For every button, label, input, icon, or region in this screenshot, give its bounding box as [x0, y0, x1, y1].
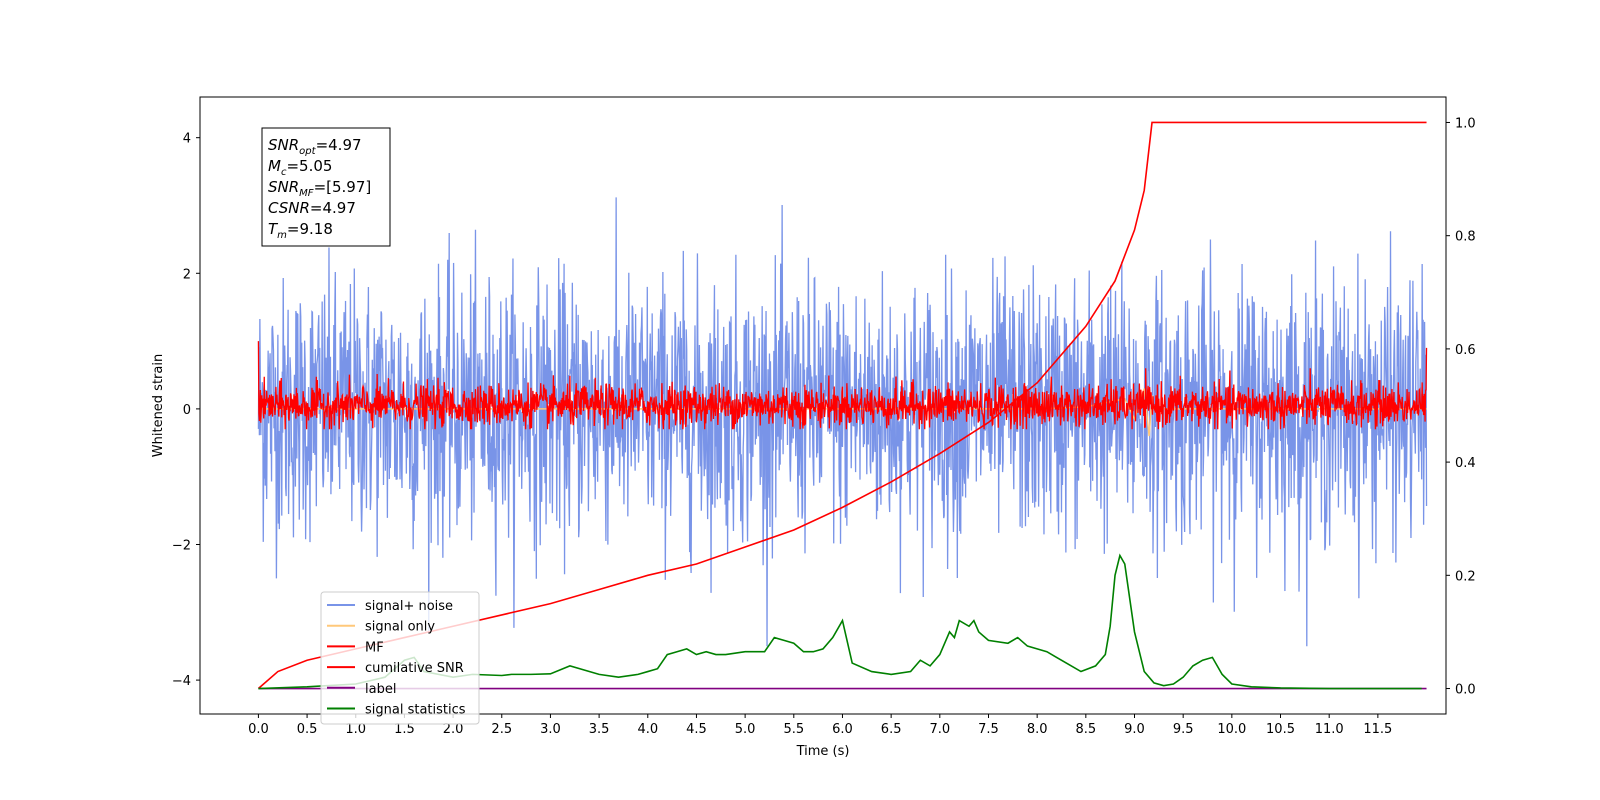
x-tick-label: 8.5	[1075, 722, 1096, 737]
y2-tick-label: 0.2	[1455, 569, 1476, 584]
x-tick-label: 0.0	[248, 722, 269, 737]
y-tick-label: 2	[183, 267, 191, 282]
series-mf	[257, 341, 1428, 430]
x-tick-label: 1.5	[394, 722, 415, 737]
annotation-line: CSNR=4.97	[268, 199, 356, 217]
x-tick-label: 3.0	[540, 722, 561, 737]
y-tick-label: −2	[172, 538, 191, 553]
x-tick-label: 2.5	[491, 722, 512, 737]
annotation-frame	[261, 127, 391, 247]
x-tick-label: 11.5	[1363, 722, 1392, 737]
y-axis-label: Whitened strain	[151, 354, 166, 457]
x-tick-label: 4.0	[637, 722, 658, 737]
annotation-line: Mc=5.05	[268, 157, 332, 178]
axes: 0.0 0.5 1.0 1.5 2.0 2.5 3.0 3.5 4.0 4.5 5.0 5.5 6.0 6…	[151, 96, 1476, 759]
annotation-line: SNRopt=4.97	[268, 136, 362, 157]
y2-tick-label: 0.0	[1455, 683, 1476, 698]
legend-frame	[320, 591, 480, 725]
x-tick-label: 7.0	[929, 722, 950, 737]
x-tick-label: 7.5	[978, 722, 999, 737]
x-tick-label: 10.0	[1217, 722, 1246, 737]
legend-entry: signal+ noise	[365, 599, 453, 614]
x-axis-label: Time (s)	[796, 744, 850, 759]
x-tick-label: 2.0	[443, 722, 464, 737]
series-signal-noise	[257, 197, 1428, 647]
x-tick-label: 10.5	[1266, 722, 1295, 737]
axes-frame	[199, 96, 1447, 715]
x-tick-label: 3.5	[589, 722, 610, 737]
y2-tick-label: 0.4	[1455, 456, 1476, 471]
y-tick-label: 0	[183, 403, 191, 418]
annotation-line: Tm=9.18	[268, 220, 333, 241]
y2-tick-label: 1.0	[1455, 116, 1476, 131]
legend-entry: signal statistics	[365, 703, 466, 718]
x-tick-label: 6.5	[881, 722, 902, 737]
x-tick-label: 9.5	[1173, 722, 1194, 737]
annotation-line: SNRMF=[5.97]	[268, 178, 371, 199]
x-tick-label: 0.5	[297, 722, 318, 737]
x-tick-label: 4.5	[686, 722, 707, 737]
x-tick-label: 11.0	[1315, 722, 1344, 737]
legend-entry: label	[365, 682, 396, 697]
x-tick-label: 6.0	[832, 722, 853, 737]
legend-entry: MF	[365, 640, 384, 655]
x-tick-label: 5.0	[735, 722, 756, 737]
x-tick-label: 8.0	[1027, 722, 1048, 737]
y2-tick-label: 0.6	[1455, 343, 1476, 358]
legend-entry: signal only	[365, 620, 435, 635]
legend: signal+ noise signal only MF cumilative SNR…	[320, 591, 480, 725]
series-signal-statistics	[258, 553, 1422, 690]
y2-tick-label: 0.8	[1455, 230, 1476, 245]
x-tick-label: 1.0	[345, 722, 366, 737]
x-tick-label: 5.5	[783, 722, 804, 737]
x-tick-label: 9.0	[1124, 722, 1145, 737]
legend-entry: cumilative SNR	[365, 661, 464, 676]
y-tick-label: −4	[172, 674, 191, 689]
y-tick-label: 4	[183, 132, 191, 147]
